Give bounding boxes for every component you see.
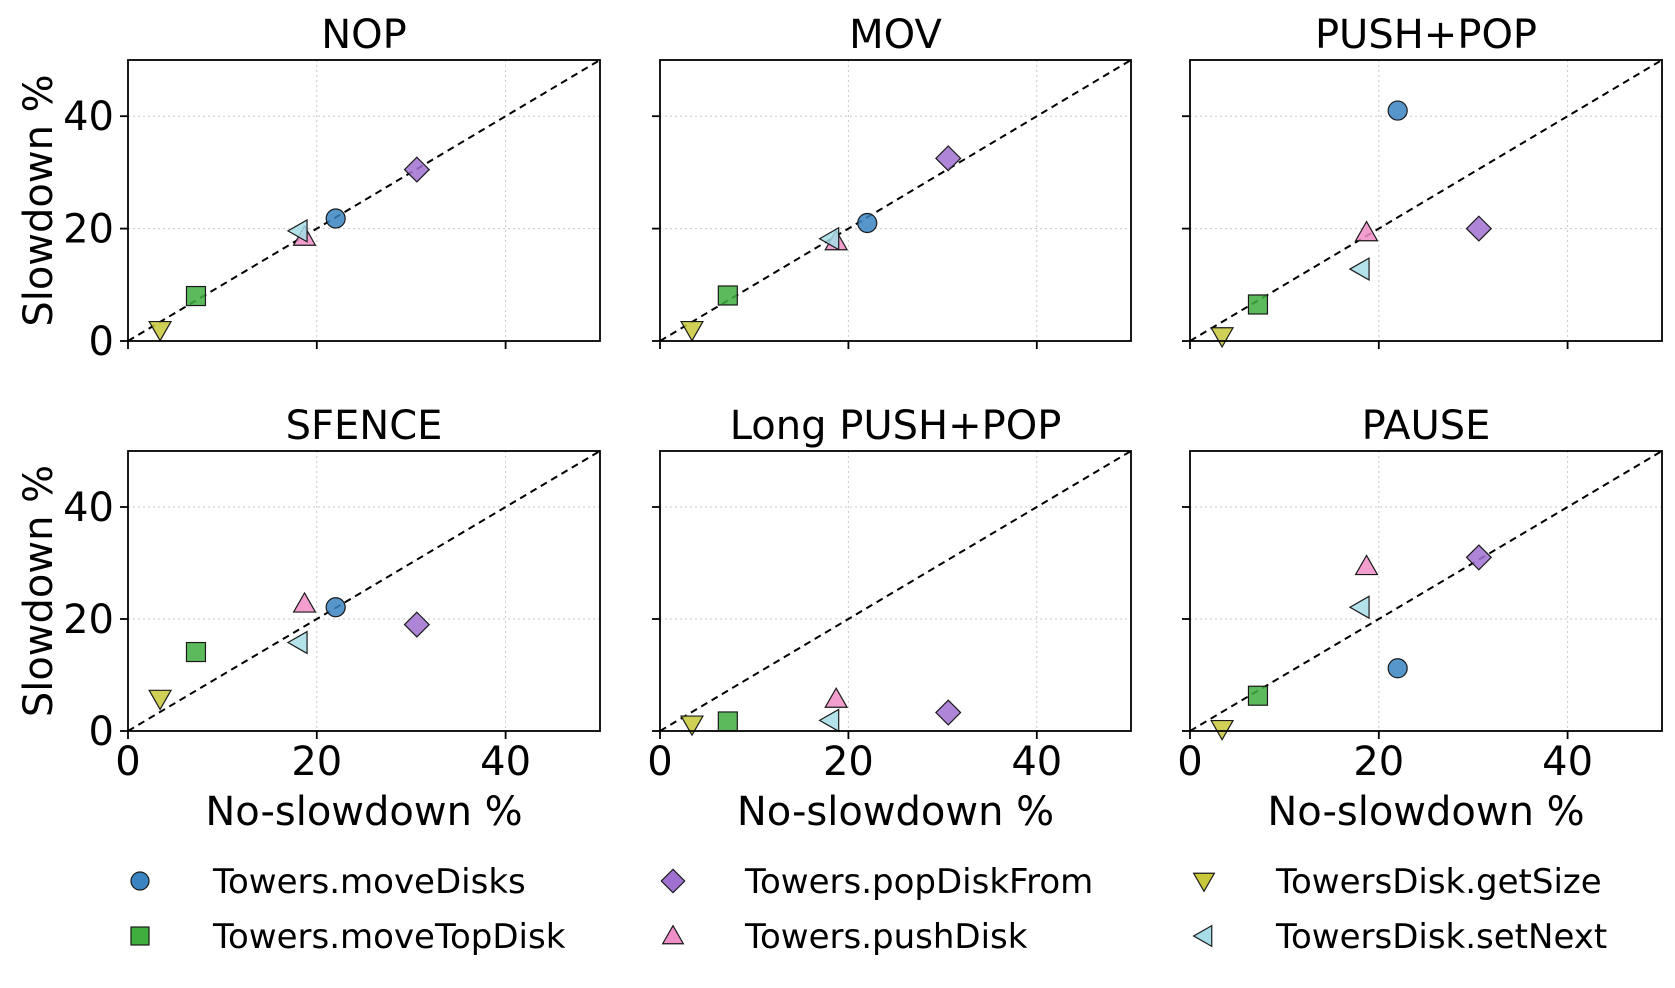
- point-towers-pushdisk: [292, 591, 317, 613]
- y-axis-label: Slowdown %: [16, 465, 62, 717]
- panel-push-pop: PUSH+POP: [1182, 12, 1663, 349]
- point-towers-pushdisk: [1354, 220, 1379, 242]
- point-towers-pushdisk: [824, 686, 849, 708]
- diagonal-reference-line: [659, 450, 1132, 732]
- y-tick-label: 40: [63, 94, 114, 140]
- point-towers-movetopdisk: [717, 711, 738, 732]
- point-towers-popdiskfrom: [1465, 215, 1493, 242]
- point-towers-movedisks: [857, 212, 878, 234]
- panel-title: NOP: [321, 12, 407, 58]
- y-tick-label: 40: [63, 485, 114, 531]
- x-tick-label: 20: [291, 739, 342, 785]
- point-towers-movetopdisk: [185, 285, 207, 307]
- legend-entry-towers-movedisks: Towers.moveDisks: [130, 862, 526, 902]
- legend-label: Towers.moveTopDisk: [212, 917, 566, 957]
- point-towersdisk-getsize: [148, 320, 173, 342]
- point-towers-movetopdisk: [185, 641, 207, 663]
- x-tick-label: 0: [115, 739, 140, 785]
- point-towersdisk-setnext: [286, 218, 308, 243]
- axes-frame: [1189, 59, 1663, 342]
- x-tick-label: 40: [1011, 739, 1062, 785]
- point-towersdisk-getsize: [148, 689, 173, 711]
- x-axis-label: No-slowdown %: [737, 789, 1054, 835]
- point-towersdisk-getsize: [680, 320, 704, 342]
- panel-title: MOV: [849, 12, 942, 58]
- diagonal-reference-line: [127, 59, 601, 342]
- point-towers-movetopdisk: [1247, 685, 1269, 706]
- point-towers-movedisks: [325, 208, 346, 229]
- point-towers-movetopdisk: [1247, 294, 1269, 315]
- legend-marker-triangle-down: [1192, 872, 1216, 893]
- legend-label: TowersDisk.getSize: [1275, 862, 1602, 902]
- point-towers-movetopdisk: [717, 285, 738, 306]
- panel-nop: 0 20 40 NOP Slowdown %: [16, 12, 601, 365]
- legend-marker-circle: [130, 871, 150, 891]
- diagonal-reference-line: [127, 450, 601, 732]
- point-towersdisk-setnext: [1348, 257, 1370, 282]
- point-towers-popdiskfrom: [403, 611, 431, 638]
- legend-marker-triangle-up: [661, 924, 685, 945]
- point-towers-popdiskfrom: [1465, 544, 1493, 571]
- x-tick-label: 20: [1353, 739, 1404, 785]
- panel-long-push-pop: 0 20 40 Long PUSH+POP No-slowdown %: [647, 403, 1132, 835]
- legend-label: Towers.moveDisks: [212, 862, 526, 902]
- point-towers-movedisks: [1387, 658, 1408, 679]
- diagonal-reference-line: [1189, 59, 1663, 342]
- panel-title: Long PUSH+POP: [730, 403, 1062, 449]
- axes-frame: [1189, 450, 1663, 732]
- point-towers-movedisks: [325, 597, 346, 618]
- point-towersdisk-setnext: [818, 226, 840, 251]
- legend-marker-diamond: [660, 868, 686, 894]
- point-towers-popdiskfrom: [935, 145, 962, 172]
- legend: Towers.moveDisks Towers.moveTopDisk Towers…: [130, 862, 1607, 957]
- y-tick-label: 0: [89, 319, 114, 365]
- y-tick-label: 0: [89, 709, 114, 755]
- y-tick-label: 20: [63, 207, 114, 253]
- legend-entry-towersdisk-setnext: TowersDisk.setNext: [1192, 917, 1607, 957]
- legend-entry-towers-popdiskfrom: Towers.popDiskFrom: [660, 862, 1093, 902]
- x-tick-label: 40: [480, 739, 531, 785]
- point-towersdisk-getsize: [1210, 327, 1235, 349]
- legend-marker-square: [130, 926, 150, 946]
- panel-title: PUSH+POP: [1315, 12, 1537, 58]
- panel-title: PAUSE: [1362, 403, 1491, 449]
- point-towersdisk-getsize: [680, 715, 704, 737]
- y-tick-label: 20: [63, 597, 114, 643]
- panel-pause: 0 20 40 PAUSE No-slowdown %: [1177, 403, 1663, 835]
- axes-frame: [127, 450, 601, 732]
- point-towersdisk-setnext: [286, 630, 308, 655]
- panel-mov: MOV: [652, 12, 1132, 349]
- legend-entry-towers-movetopdisk: Towers.moveTopDisk: [130, 917, 566, 957]
- point-towers-pushdisk: [1354, 554, 1379, 576]
- legend-entry-towersdisk-getsize: TowersDisk.getSize: [1192, 862, 1602, 902]
- axes-frame: [127, 59, 601, 342]
- legend-marker-triangle-left: [1192, 924, 1213, 948]
- legend-entry-towers-pushdisk: Towers.pushDisk: [661, 917, 1028, 957]
- x-axis-label: No-slowdown %: [205, 789, 522, 835]
- legend-label: Towers.popDiskFrom: [744, 862, 1093, 902]
- x-tick-label: 40: [1542, 739, 1593, 785]
- diagonal-reference-line: [659, 59, 1132, 342]
- axes-frame: [659, 450, 1132, 732]
- point-towersdisk-setnext: [1348, 595, 1370, 620]
- x-tick-label: 0: [1177, 739, 1202, 785]
- axes-frame: [659, 59, 1132, 342]
- x-tick-label: 20: [823, 739, 874, 785]
- legend-label: Towers.pushDisk: [744, 917, 1028, 957]
- panel-title: SFENCE: [286, 403, 443, 449]
- diagonal-reference-line: [1189, 450, 1663, 732]
- panel-sfence: 0 20 40 0 20 40 SFENCE No-slowdown % Slowdown %: [16, 403, 601, 835]
- point-towers-popdiskfrom: [403, 156, 431, 183]
- point-towers-movedisks: [1387, 100, 1408, 121]
- legend-label: TowersDisk.setNext: [1275, 917, 1607, 957]
- x-axis-label: No-slowdown %: [1267, 789, 1584, 835]
- point-towers-popdiskfrom: [935, 699, 962, 726]
- point-towersdisk-setnext: [818, 708, 840, 733]
- x-tick-label: 0: [647, 739, 672, 785]
- y-axis-label: Slowdown %: [16, 74, 62, 326]
